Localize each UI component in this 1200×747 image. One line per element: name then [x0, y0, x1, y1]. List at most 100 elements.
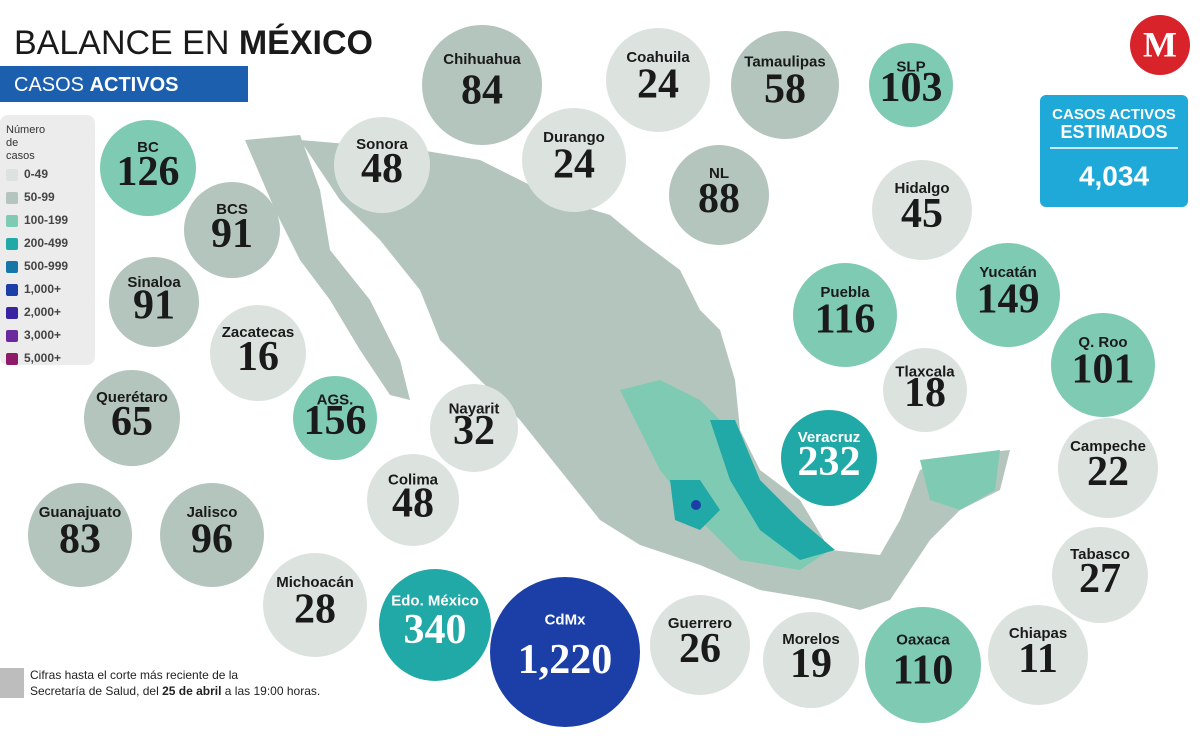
logo-letter: M: [1143, 24, 1177, 64]
state-bubble: [781, 410, 877, 506]
state-bubble: [1058, 418, 1158, 518]
legend-title: de: [6, 137, 18, 149]
total-label: CASOS ACTIVOS: [1052, 106, 1176, 123]
title-part: BALANCE EN: [14, 24, 239, 62]
state-value: 48: [361, 146, 403, 192]
state-value: 91: [211, 211, 253, 257]
state-name: Sonora: [356, 136, 408, 153]
state-bubble: [869, 43, 953, 127]
state-bubble: [28, 483, 132, 587]
state-value: 91: [133, 282, 175, 328]
state-bubble: [650, 595, 750, 695]
state-bubble: [872, 160, 972, 260]
legend-swatch: [6, 284, 18, 296]
state-bubble: [865, 607, 981, 723]
state-value: 84: [461, 68, 503, 114]
state-name: Zacatecas: [222, 324, 295, 341]
state-name: SLP: [896, 58, 925, 75]
legend-swatch: [6, 215, 18, 227]
logo: [1130, 15, 1190, 75]
state-bubble: [1051, 313, 1155, 417]
state-name: Guanajuato: [39, 504, 122, 521]
state-value: 149: [977, 276, 1040, 322]
state-name: Michoacán: [276, 574, 354, 591]
state-bubble: [763, 612, 859, 708]
state-value: 28: [294, 586, 336, 632]
state-bubble: [422, 25, 542, 145]
state-name: CdMx: [545, 611, 586, 628]
state-name: Puebla: [820, 284, 870, 301]
total-box: [1040, 95, 1188, 207]
state-bubble: [956, 243, 1060, 347]
state-value: 18: [904, 370, 946, 416]
state-name: Guerrero: [668, 615, 732, 632]
state-name: Veracruz: [798, 429, 861, 446]
state-bubble: [334, 117, 430, 213]
legend-label: 0-49: [24, 167, 48, 181]
state-value: 96: [191, 516, 233, 562]
state-value: 156: [304, 398, 367, 444]
legend-swatch: [6, 192, 18, 204]
state-value: 101: [1072, 346, 1135, 392]
state-bubble: [430, 384, 518, 472]
legend-title: casos: [6, 150, 35, 162]
state-bubble: [379, 569, 491, 681]
legend-swatch: [6, 330, 18, 342]
state-name: Sinaloa: [127, 274, 181, 291]
footnote: Cifras hasta el corte más reciente de la: [30, 668, 238, 682]
legend-label: 100-199: [24, 213, 68, 227]
state-bubble: [160, 483, 264, 587]
state-value: 126: [117, 149, 180, 195]
footnote-mark: [0, 668, 24, 698]
total-value: 4,034: [1079, 160, 1149, 191]
state-value: 32: [453, 408, 495, 454]
state-value: 83: [59, 516, 101, 562]
state-bubble: [669, 145, 769, 245]
state-bubble: [84, 370, 180, 466]
subtitle-part: ACTIVOS: [90, 74, 179, 96]
state-name: AGS.: [317, 391, 354, 408]
state-name: Q. Roo: [1078, 334, 1127, 351]
state-value: 340: [404, 607, 467, 653]
state-bubble: [367, 454, 459, 546]
legend-label: 3,000+: [24, 328, 61, 342]
legend-label: 1,000+: [24, 282, 61, 296]
title-part: MÉXICO: [239, 24, 373, 62]
state-value: 26: [679, 626, 721, 672]
legend-label: 500-999: [24, 259, 68, 273]
subtitle: CASOS ACTIVOS: [14, 74, 178, 96]
state-bubble: [490, 577, 640, 727]
state-bubble: [731, 31, 839, 139]
state-value: 103: [880, 65, 943, 111]
state-bubble: [883, 348, 967, 432]
state-name: Oaxaca: [896, 632, 950, 649]
state-bubble: [109, 257, 199, 347]
legend-label: 5,000+: [24, 351, 61, 365]
state-bubble: [184, 182, 280, 278]
state-value: 16: [237, 334, 279, 380]
state-name: Chihuahua: [443, 51, 521, 68]
total-label: ESTIMADOS: [1060, 122, 1167, 142]
state-name: Tamaulipas: [744, 53, 825, 70]
legend-label: 50-99: [24, 190, 55, 204]
state-bubble: [793, 263, 897, 367]
state-bubble: [100, 120, 196, 216]
state-value: 1,220: [518, 637, 613, 683]
state-value: 22: [1087, 449, 1129, 495]
state-name: NL: [709, 165, 729, 182]
state-value: 11: [1018, 636, 1058, 682]
state-name: Morelos: [782, 631, 840, 648]
legend-label: 2,000+: [24, 305, 61, 319]
state-value: 110: [893, 647, 954, 693]
footnote-part: 25 de abril: [162, 684, 221, 698]
state-bubble: [263, 553, 367, 657]
legend-swatch: [6, 353, 18, 365]
legend-swatch: [6, 307, 18, 319]
state-name: BC: [137, 139, 159, 156]
state-name: Tabasco: [1070, 546, 1130, 563]
state-name: Nayarit: [449, 400, 500, 417]
mexico-map: [245, 135, 1010, 610]
state-value: 24: [553, 141, 595, 187]
state-value: 48: [392, 481, 434, 527]
state-value: 24: [637, 61, 679, 107]
